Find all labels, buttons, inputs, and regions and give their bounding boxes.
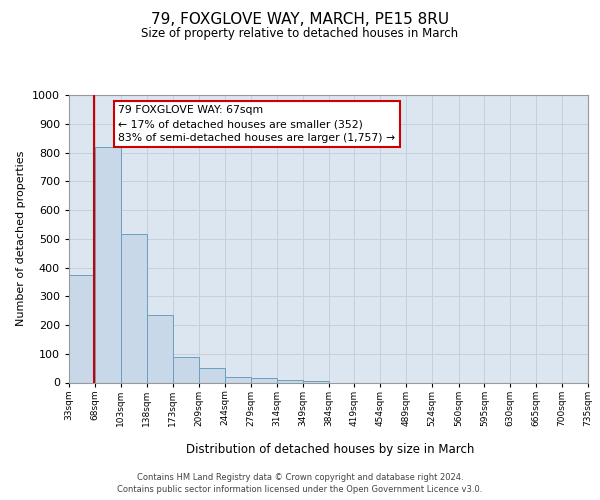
Bar bbox=[277, 380, 302, 382]
Text: Contains public sector information licensed under the Open Government Licence v3: Contains public sector information licen… bbox=[118, 485, 482, 494]
Y-axis label: Number of detached properties: Number of detached properties bbox=[16, 151, 26, 326]
Text: Size of property relative to detached houses in March: Size of property relative to detached ho… bbox=[142, 28, 458, 40]
Bar bbox=[225, 377, 251, 382]
Bar bbox=[199, 368, 225, 382]
Text: Contains HM Land Registry data © Crown copyright and database right 2024.: Contains HM Land Registry data © Crown c… bbox=[137, 472, 463, 482]
Bar bbox=[121, 234, 146, 382]
Bar bbox=[251, 378, 277, 382]
Bar bbox=[146, 315, 173, 382]
Bar bbox=[173, 356, 199, 382]
Text: Distribution of detached houses by size in March: Distribution of detached houses by size … bbox=[186, 442, 474, 456]
Bar bbox=[302, 381, 329, 382]
Bar bbox=[69, 274, 95, 382]
Bar bbox=[95, 147, 121, 382]
Text: 79 FOXGLOVE WAY: 67sqm
← 17% of detached houses are smaller (352)
83% of semi-de: 79 FOXGLOVE WAY: 67sqm ← 17% of detached… bbox=[118, 105, 395, 143]
Text: 79, FOXGLOVE WAY, MARCH, PE15 8RU: 79, FOXGLOVE WAY, MARCH, PE15 8RU bbox=[151, 12, 449, 28]
